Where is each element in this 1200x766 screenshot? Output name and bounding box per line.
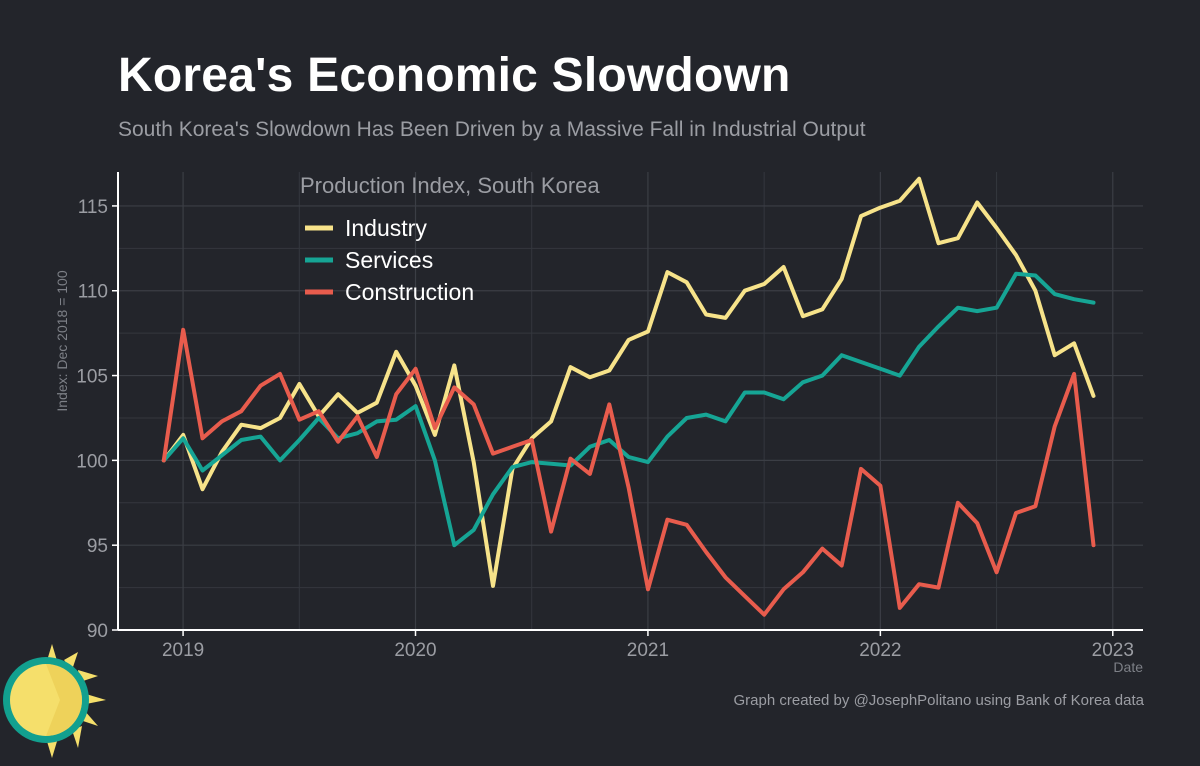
x-tick-label: 2019 (162, 640, 204, 661)
grid (118, 172, 1143, 631)
chart-subtitle: South Korea's Slowdown Has Been Driven b… (118, 118, 866, 141)
sun-logo-icon (3, 644, 106, 758)
y-tick-label: 95 (87, 536, 108, 557)
legend-label-construction: Construction (345, 279, 474, 305)
x-tick-label: 2023 (1092, 640, 1134, 661)
x-tick-label: 2020 (394, 640, 436, 661)
x-tick-label: 2021 (627, 640, 669, 661)
chart-title: Korea's Economic Slowdown (118, 49, 791, 102)
y-tick-label: 105 (76, 367, 108, 388)
series-line-services (161, 271, 1096, 548)
legend-title: Production Index, South Korea (300, 173, 600, 198)
y-axis-label: Index: Dec 2018 = 100 (54, 270, 70, 411)
axes: 90 95 100 105 110 115 2019 2020 2021 2022 2023 Inde… (54, 172, 1143, 675)
series-line-construction (161, 327, 1096, 617)
x-axis-label: Date (1113, 659, 1143, 675)
legend: Production Index, South Korea Industry Se… (300, 173, 600, 305)
legend-label-services: Services (345, 247, 433, 273)
y-tick-label: 90 (87, 621, 108, 642)
series-group (161, 176, 1096, 617)
source-credit: Graph created by @JosephPolitano using B… (733, 692, 1145, 709)
legend-label-industry: Industry (345, 215, 427, 241)
x-tick-label: 2022 (859, 640, 901, 661)
y-tick-label: 110 (78, 282, 108, 303)
y-tick-label: 115 (78, 197, 108, 218)
y-tick-label: 100 (76, 451, 108, 472)
